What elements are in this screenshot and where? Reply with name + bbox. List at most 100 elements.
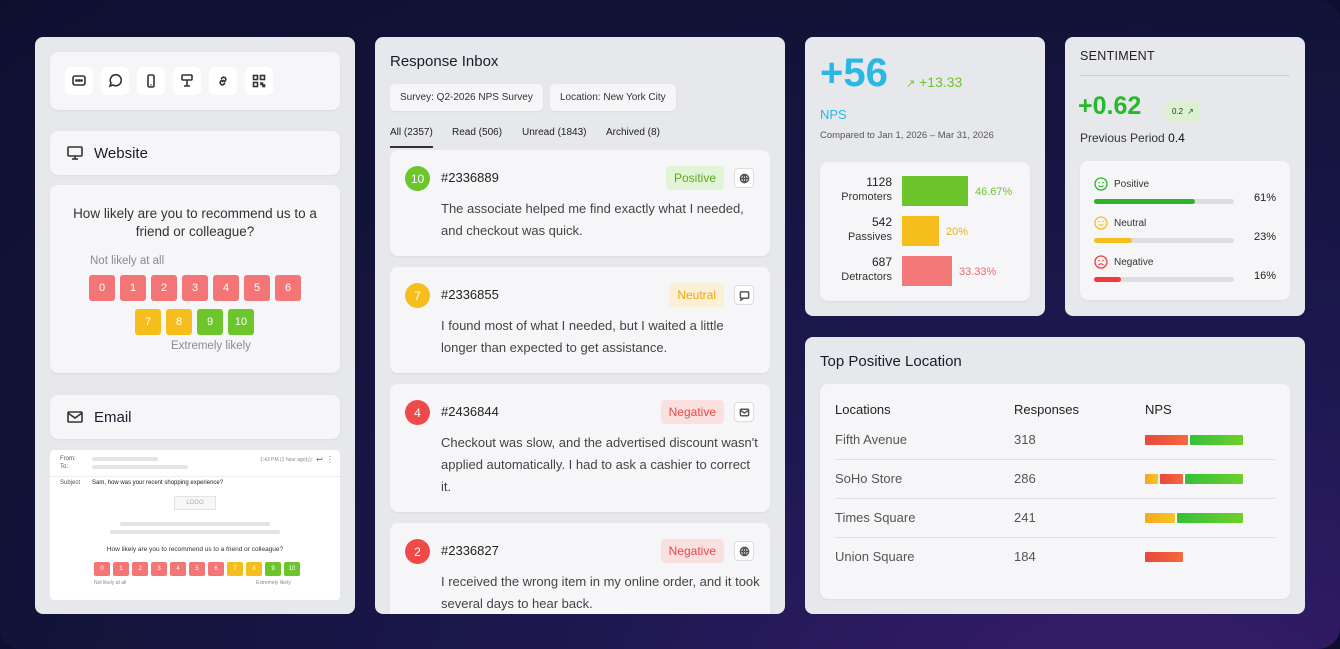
response-id: #2336889 — [441, 170, 499, 185]
chat-icon — [734, 285, 754, 305]
email-scale-button[interactable]: 6 — [208, 562, 224, 576]
email-scale-button[interactable]: 7 — [227, 562, 243, 576]
sentiment-badge: Neutral — [669, 283, 724, 307]
monitor-icon — [67, 146, 83, 160]
scale-button[interactable]: 0 — [89, 275, 115, 301]
sentiment-percent: 16% — [1253, 270, 1276, 282]
nps-category-label: Promoters — [841, 191, 892, 203]
scale-button[interactable]: 1 — [120, 275, 146, 301]
tab-all[interactable]: All (2357) — [390, 127, 433, 138]
sentiment-fill — [1094, 277, 1121, 282]
sentiment-label: Negative — [1114, 257, 1154, 268]
nps-segment-grn — [1185, 474, 1243, 484]
location-row[interactable]: Fifth Avenue 318 — [835, 421, 1275, 460]
scale-button[interactable]: 4 — [213, 275, 239, 301]
sentiment-percent: 23% — [1253, 231, 1276, 243]
nps-label: NPS — [820, 107, 847, 122]
email-channel-header[interactable]: Email — [50, 395, 340, 439]
website-channel-header[interactable]: Website — [50, 131, 340, 175]
sentiment-percent: 61% — [1253, 192, 1276, 204]
email-subject: Sam, how was your recent shopping experi… — [92, 480, 224, 486]
email-scale-button[interactable]: 9 — [265, 562, 281, 576]
email-actions-icon[interactable]: ☆↩⋮ — [306, 455, 337, 464]
nps-panel: +56 ↗ +13.33 NPS Compared to Jan 1, 2026… — [805, 37, 1045, 316]
sentiment-track — [1094, 277, 1234, 282]
scale-button[interactable]: 9 — [197, 309, 223, 335]
response-id: #2336855 — [441, 287, 499, 302]
sentiment-fill — [1094, 238, 1133, 243]
whatsapp-icon[interactable] — [101, 67, 129, 95]
smile-icon — [1094, 177, 1108, 191]
sentiment-track — [1094, 238, 1234, 243]
email-scale-button[interactable]: 0 — [94, 562, 110, 576]
scale-row-1: 0 1 2 3 4 5 6 — [89, 275, 301, 301]
tab-archived[interactable]: Archived (8) — [606, 127, 660, 138]
sentiment-label: Neutral — [1114, 218, 1147, 229]
scale-button[interactable]: 5 — [244, 275, 270, 301]
location-filter-chip[interactable]: Location: New York City — [550, 84, 676, 111]
location-responses: 241 — [1014, 510, 1036, 525]
nps-segment-red — [1145, 552, 1183, 562]
email-scale-button[interactable]: 5 — [189, 562, 205, 576]
nps-row-detractors: 687 Detractors 33.33% — [820, 252, 1030, 288]
sentiment-panel: SENTIMENT +0.62 0.2 ↗ Previous Period 0.… — [1065, 37, 1305, 316]
email-scale-button[interactable]: 8 — [246, 562, 262, 576]
scale-button[interactable]: 6 — [275, 275, 301, 301]
scale-row-2: 7 8 9 10 — [135, 309, 254, 335]
location-responses: 184 — [1014, 549, 1036, 564]
email-scale-button[interactable]: 10 — [284, 562, 300, 576]
link-icon[interactable] — [209, 67, 237, 95]
score-badge: 2 — [405, 539, 430, 564]
score-badge: 7 — [405, 283, 430, 308]
nps-count: 542 — [871, 215, 892, 229]
response-id: #2336827 — [441, 543, 499, 558]
column-header-responses: Responses — [1014, 402, 1080, 417]
chat-icon[interactable] — [65, 67, 93, 95]
active-tab-indicator — [390, 146, 433, 148]
response-text: I found most of what I needed, but I wai… — [441, 318, 724, 355]
location-row[interactable]: Times Square 241 — [835, 499, 1275, 538]
sentiment-row-negative: Negative 16% — [1094, 255, 1276, 285]
kiosk-icon[interactable] — [173, 67, 201, 95]
column-header-nps: NPS — [1145, 402, 1172, 417]
response-card[interactable]: 4 #2436844 Negative Checkout was slow, a… — [390, 384, 770, 512]
mobile-icon[interactable] — [137, 67, 165, 95]
column-header-location: Locations — [835, 402, 891, 417]
response-card[interactable]: 10 #2336889 Positive The associate helpe… — [390, 150, 770, 256]
response-id: #2436844 — [441, 404, 499, 419]
nps-bar — [902, 256, 952, 286]
neutral-face-icon — [1094, 216, 1108, 230]
response-card[interactable]: 2 #2336827 Negative I received the wrong… — [390, 523, 770, 614]
email-scale-button[interactable]: 1 — [113, 562, 129, 576]
tab-unread[interactable]: Unread (1843) — [522, 127, 587, 138]
location-row[interactable]: SoHo Store 286 — [835, 460, 1275, 499]
response-card[interactable]: 7 #2336855 Neutral I found most of what … — [390, 267, 770, 373]
survey-filter-chip[interactable]: Survey: Q2-2026 NPS Survey — [390, 84, 543, 111]
scale-button[interactable]: 2 — [151, 275, 177, 301]
sentiment-badge: Negative — [660, 400, 724, 424]
location-row[interactable]: Union Square 184 — [835, 538, 1275, 577]
location-name: Fifth Avenue — [835, 432, 908, 447]
location-name: Union Square — [835, 549, 915, 564]
sentiment-fill — [1094, 199, 1196, 204]
nps-bar — [902, 216, 939, 246]
nps-bar — [902, 176, 968, 206]
email-scale-button[interactable]: 2 — [132, 562, 148, 576]
qr-code-icon[interactable] — [245, 67, 273, 95]
survey-question: How likely are you to recommend us to a … — [73, 206, 317, 239]
trend-up-icon: ↗ — [1187, 107, 1194, 116]
scale-button[interactable]: 8 — [166, 309, 192, 335]
nps-segment-red — [1145, 435, 1188, 445]
scale-button[interactable]: 10 — [228, 309, 254, 335]
globe-icon — [734, 168, 754, 188]
sentiment-row-positive: Positive 61% — [1094, 177, 1276, 207]
locations-title: Top Positive Location — [820, 353, 962, 370]
tab-read[interactable]: Read (506) — [452, 127, 503, 138]
response-inbox-panel: Response Inbox Survey: Q2-2026 NPS Surve… — [375, 37, 785, 614]
email-scale-button[interactable]: 3 — [151, 562, 167, 576]
scale-button[interactable]: 3 — [182, 275, 208, 301]
nps-count: 1128 — [866, 175, 892, 189]
email-scale-button[interactable]: 4 — [170, 562, 186, 576]
nps-segment-red — [1160, 474, 1183, 484]
scale-button[interactable]: 7 — [135, 309, 161, 335]
